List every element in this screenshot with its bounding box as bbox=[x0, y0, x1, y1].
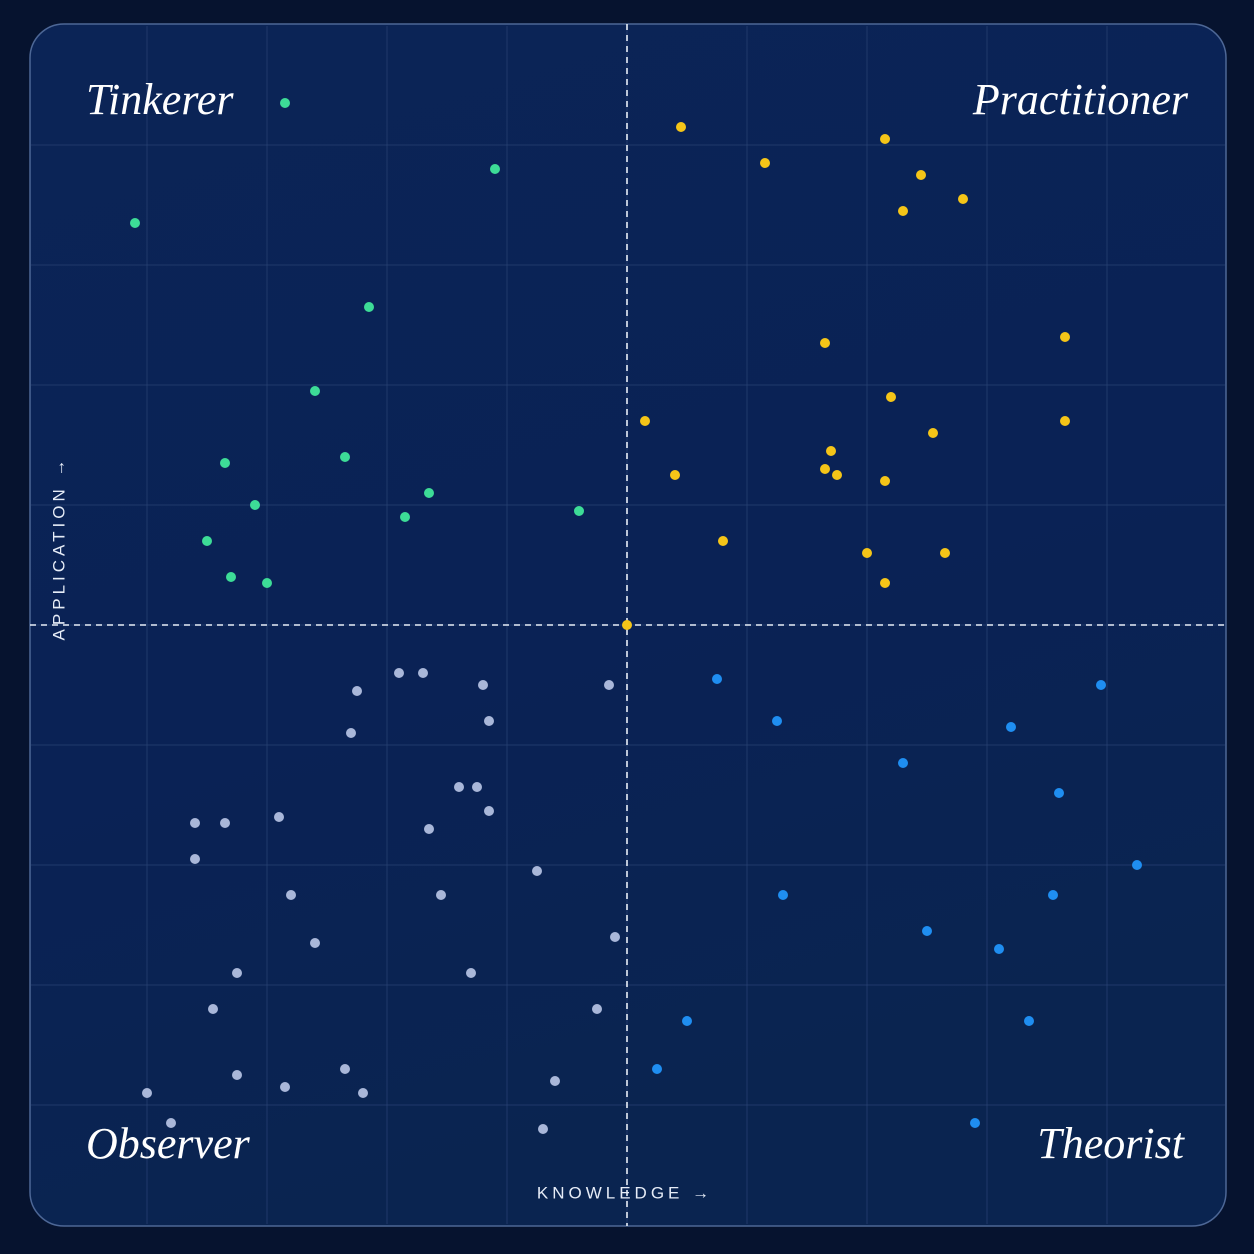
point bbox=[940, 548, 950, 558]
point bbox=[880, 134, 890, 144]
point bbox=[550, 1076, 560, 1086]
point bbox=[622, 620, 632, 630]
point bbox=[592, 1004, 602, 1014]
point bbox=[1048, 890, 1058, 900]
point bbox=[1060, 416, 1070, 426]
point bbox=[826, 446, 836, 456]
point bbox=[424, 488, 434, 498]
point bbox=[340, 452, 350, 462]
point bbox=[454, 782, 464, 792]
point bbox=[424, 824, 434, 834]
point bbox=[418, 668, 428, 678]
point bbox=[286, 890, 296, 900]
point bbox=[310, 386, 320, 396]
quadrant-label: Tinkerer bbox=[86, 75, 234, 124]
point bbox=[682, 1016, 692, 1026]
point bbox=[364, 302, 374, 312]
quadrant-label: Practitioner bbox=[972, 75, 1189, 124]
point bbox=[928, 428, 938, 438]
point bbox=[862, 548, 872, 558]
point bbox=[898, 206, 908, 216]
point bbox=[250, 500, 260, 510]
point bbox=[772, 716, 782, 726]
point bbox=[232, 1070, 242, 1080]
point bbox=[760, 158, 770, 168]
point bbox=[532, 866, 542, 876]
point bbox=[484, 806, 494, 816]
point bbox=[220, 818, 230, 828]
point bbox=[346, 728, 356, 738]
point bbox=[880, 578, 890, 588]
point bbox=[274, 812, 284, 822]
point bbox=[832, 470, 842, 480]
quadrant-label: Theorist bbox=[1037, 1119, 1185, 1168]
point bbox=[280, 98, 290, 108]
point bbox=[574, 506, 584, 516]
point bbox=[472, 782, 482, 792]
point bbox=[190, 818, 200, 828]
point bbox=[226, 572, 236, 582]
point bbox=[880, 476, 890, 486]
point bbox=[1132, 860, 1142, 870]
point bbox=[358, 1088, 368, 1098]
point bbox=[352, 686, 362, 696]
point bbox=[958, 194, 968, 204]
point bbox=[394, 668, 404, 678]
point bbox=[652, 1064, 662, 1074]
point bbox=[712, 674, 722, 684]
point bbox=[1006, 722, 1016, 732]
point bbox=[820, 464, 830, 474]
point bbox=[166, 1118, 176, 1128]
point bbox=[970, 1118, 980, 1128]
y-axis-label: APPLICATION → bbox=[49, 456, 68, 641]
point bbox=[604, 680, 614, 690]
point bbox=[640, 416, 650, 426]
point bbox=[484, 716, 494, 726]
point bbox=[202, 536, 212, 546]
point bbox=[898, 758, 908, 768]
point bbox=[436, 890, 446, 900]
point bbox=[208, 1004, 218, 1014]
point bbox=[490, 164, 500, 174]
point bbox=[310, 938, 320, 948]
point bbox=[1024, 1016, 1034, 1026]
point bbox=[1054, 788, 1064, 798]
point bbox=[1060, 332, 1070, 342]
point bbox=[676, 122, 686, 132]
point bbox=[820, 338, 830, 348]
point bbox=[994, 944, 1004, 954]
point bbox=[670, 470, 680, 480]
point bbox=[262, 578, 272, 588]
point bbox=[232, 968, 242, 978]
point bbox=[718, 536, 728, 546]
point bbox=[142, 1088, 152, 1098]
point bbox=[400, 512, 410, 522]
points bbox=[130, 98, 1142, 1134]
point bbox=[922, 926, 932, 936]
quadrant-label: Observer bbox=[86, 1119, 251, 1168]
point bbox=[190, 854, 200, 864]
x-axis-label: KNOWLEDGE → bbox=[537, 1183, 713, 1202]
point bbox=[916, 170, 926, 180]
point bbox=[778, 890, 788, 900]
point bbox=[610, 932, 620, 942]
point bbox=[478, 680, 488, 690]
point bbox=[886, 392, 896, 402]
point bbox=[340, 1064, 350, 1074]
point bbox=[220, 458, 230, 468]
point bbox=[130, 218, 140, 228]
point bbox=[1096, 680, 1106, 690]
point bbox=[466, 968, 476, 978]
point bbox=[280, 1082, 290, 1092]
point bbox=[538, 1124, 548, 1134]
